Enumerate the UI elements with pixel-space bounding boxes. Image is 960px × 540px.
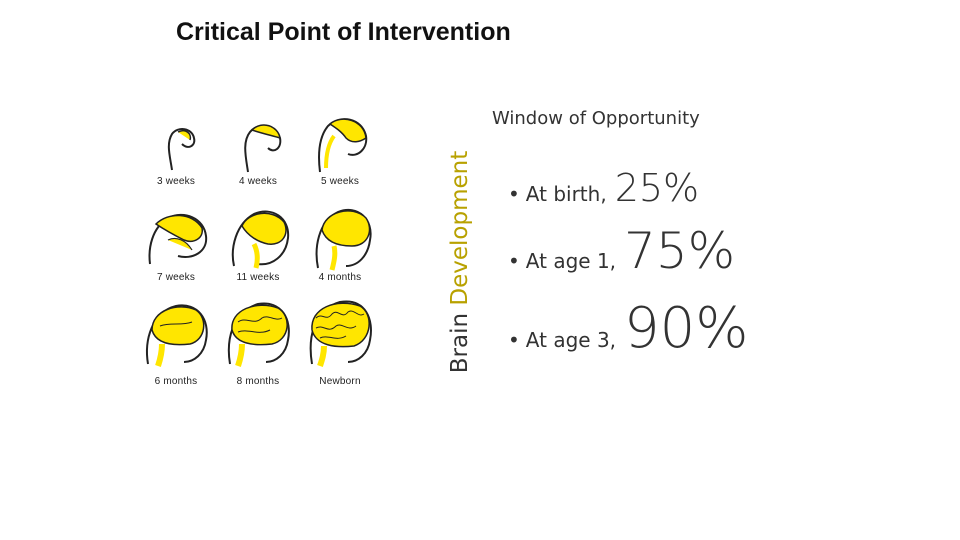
bullet-marker: • (508, 182, 520, 206)
stage-5-weeks: 5 weeks (300, 104, 380, 200)
fetus-11-weeks-image (231, 210, 290, 269)
stat-label-age-1: At age 1, (525, 249, 617, 273)
stage-newborn: Newborn (300, 296, 380, 392)
caption-3-weeks: 3 weeks (156, 176, 196, 187)
stage-4-weeks: 4 weeks (218, 104, 298, 200)
embryo-7-weeks-image (148, 213, 208, 265)
stage-6-months: 6 months (136, 296, 216, 392)
stat-item-birth: • At birth, 25% (508, 166, 699, 210)
bullet-marker: • (508, 249, 520, 273)
fetus-4-months-image (315, 209, 372, 271)
stat-value-age-1: 75% (624, 222, 736, 280)
embryo-4-weeks-image (244, 124, 282, 173)
stage-7-weeks: 7 weeks (136, 200, 216, 296)
embryo-5-weeks-image (318, 118, 368, 173)
bullet-marker: • (508, 328, 520, 352)
fetus-6-months-image (146, 304, 208, 367)
caption-6-months: 6 months (154, 376, 198, 387)
vertical-label-development: Development (447, 150, 473, 306)
slide-subtitle: Window of Opportunity (492, 108, 700, 129)
caption-4-weeks: 4 weeks (238, 176, 278, 187)
fetus-8-months-image (227, 302, 290, 367)
stat-item-age-1: • At age 1, 75% (508, 222, 735, 280)
stat-label-age-3: At age 3, (525, 328, 617, 352)
newborn-brain-image (309, 300, 372, 367)
caption-11-weeks: 11 weeks (236, 272, 280, 283)
slide-title: Critical Point of Intervention (176, 18, 511, 46)
stage-3-weeks: 3 weeks (136, 104, 216, 200)
brain-development-figure: 3 weeks 4 weeks 5 weeks 7 weeks 11 weeks (136, 104, 382, 392)
stat-item-age-3: • At age 3, 90% (508, 296, 749, 361)
caption-newborn: Newborn (319, 376, 361, 387)
stat-label-birth: At birth, (525, 182, 607, 206)
vertical-axis-label: Brain Development (447, 151, 473, 373)
embryo-3-weeks-image (167, 128, 196, 171)
vertical-label-brain: Brain (447, 305, 473, 374)
caption-8-months: 8 months (236, 376, 280, 387)
stage-11-weeks: 11 weeks (218, 200, 298, 296)
caption-7-weeks: 7 weeks (156, 272, 196, 283)
stage-4-months: 4 months (300, 200, 380, 296)
caption-4-months: 4 months (318, 272, 362, 283)
caption-5-weeks: 5 weeks (320, 176, 360, 187)
stage-8-months: 8 months (218, 296, 298, 392)
stat-value-birth: 25% (614, 166, 700, 210)
stat-value-age-3: 90% (624, 296, 749, 361)
